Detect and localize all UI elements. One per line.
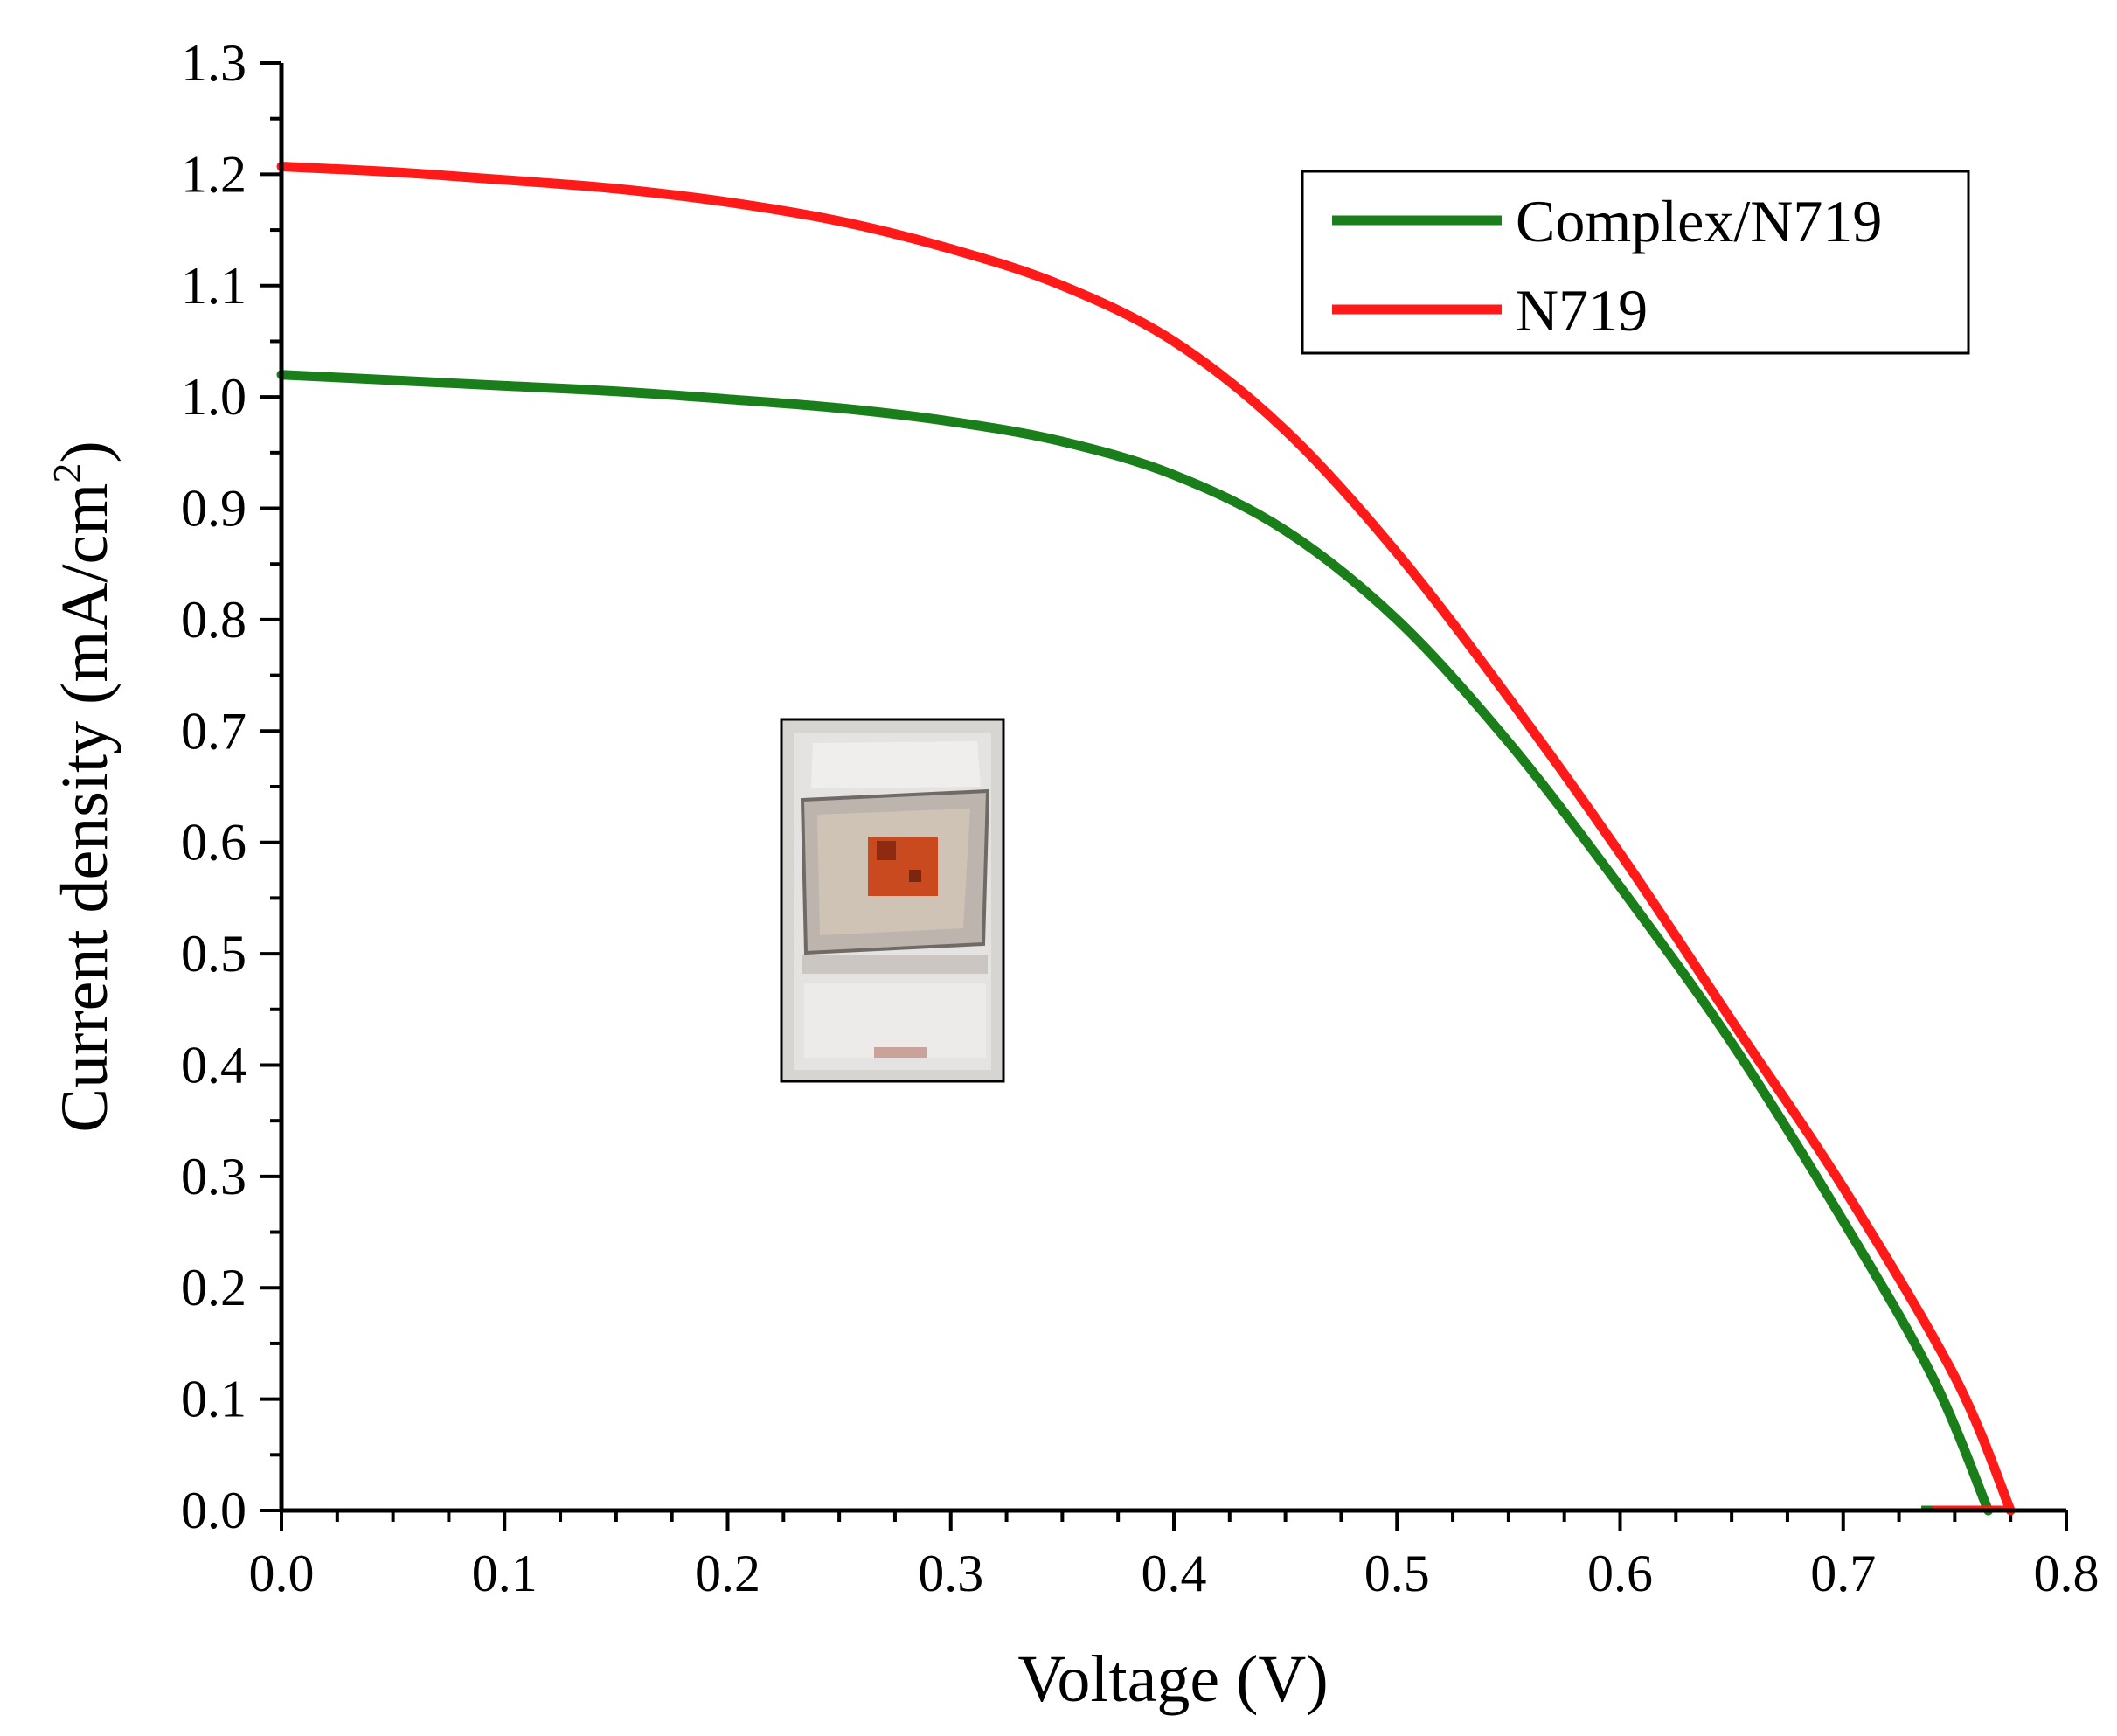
y-axis-title-suffix: ): [48, 441, 121, 462]
legend-label-complex-n719: Complex/N719: [1516, 188, 1882, 254]
x-tick-label: 0.4: [1142, 1545, 1207, 1602]
y-tick-label: 0.6: [181, 814, 246, 871]
y-tick-label: 1.2: [181, 145, 246, 203]
series-line-n719: [276, 162, 2016, 1516]
y-tick-label: 1.0: [181, 368, 246, 426]
y-tick-label: 0.8: [181, 591, 246, 649]
x-tick-label: 0.7: [1810, 1545, 1876, 1602]
y-tick-label: 0.3: [181, 1148, 246, 1205]
inset-photo: [780, 718, 1005, 1083]
y-axis-title: Current density (mA/cm2): [45, 441, 121, 1132]
y-tick-label: 0.1: [181, 1371, 246, 1428]
x-tick-label: 0.3: [918, 1545, 983, 1602]
x-tick-label: 0.2: [695, 1545, 760, 1602]
x-tick-label: 0.0: [249, 1545, 315, 1602]
x-tick-label: 0.5: [1364, 1545, 1430, 1602]
series-line-complex-n719: [276, 370, 1994, 1516]
y-tick-label: 0.7: [181, 702, 246, 760]
legend: Complex/N719 N719: [1301, 170, 1970, 355]
y-tick-label: 1.3: [181, 34, 246, 92]
y-tick-label: 0.4: [181, 1036, 246, 1094]
y-tick-label: 1.1: [181, 257, 246, 315]
y-tick-label: 0.0: [181, 1482, 246, 1539]
x-tick-label: 0.8: [2034, 1545, 2100, 1602]
y-axis-ticks: 0.0 0.1 0.2 0.3 0.4 0.5 0.6 0.7 0.8 0.9 1.0 1.1 1.2 1…: [181, 34, 281, 1539]
y-axis-title-main: Current density (mA/cm: [48, 483, 121, 1133]
x-tick-label: 0.1: [472, 1545, 538, 1602]
series-layer: [276, 162, 2016, 1516]
x-axis-ticks: 0.0 0.1 0.2 0.3 0.4 0.5 0.6 0.7 0.8: [249, 1510, 2100, 1602]
y-axis-title-superscript: 2: [45, 463, 89, 483]
legend-box: [1301, 170, 1970, 355]
y-tick-label: 0.5: [181, 925, 246, 983]
y-tick-label: 0.9: [181, 480, 246, 538]
x-tick-label: 0.6: [1587, 1545, 1653, 1602]
y-tick-label: 0.2: [181, 1259, 246, 1316]
legend-label-n719: N719: [1516, 277, 1648, 344]
x-axis-title: Voltage (V): [1017, 1642, 1328, 1716]
